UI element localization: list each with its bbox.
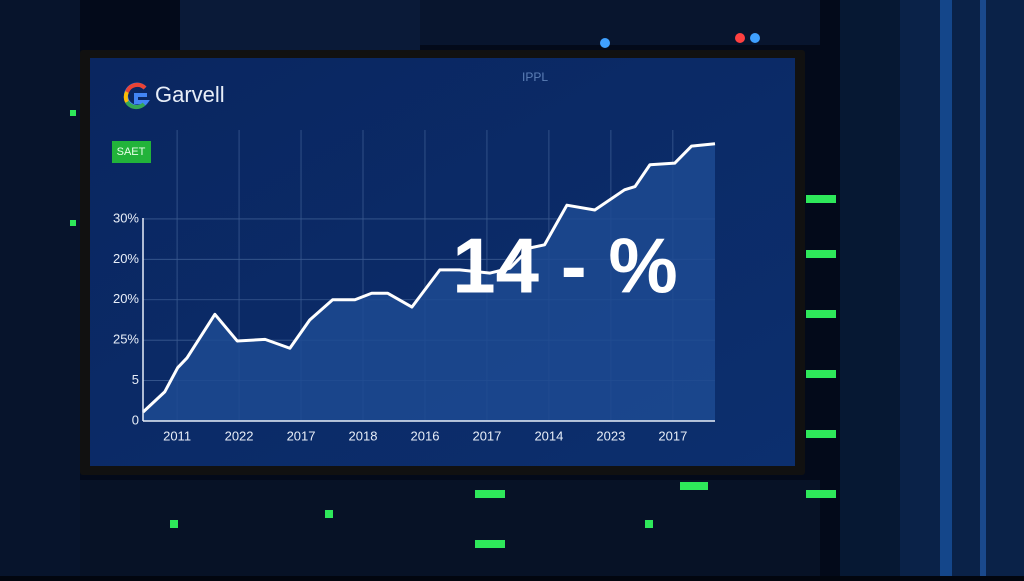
x-tick-label: 2017 bbox=[287, 428, 316, 443]
plot: 0 5 25% 20% 20% 30% 2011 2022 2017 2018 2016 2017 20… bbox=[113, 130, 716, 443]
annotation: 14 - % bbox=[452, 222, 677, 310]
y-tick-label: 30% bbox=[113, 210, 139, 225]
brand: Garvell bbox=[155, 82, 225, 107]
y-tick-label: 5 bbox=[132, 372, 139, 387]
x-tick-label: 2016 bbox=[411, 428, 440, 443]
badge-bg bbox=[112, 141, 151, 163]
x-tick-label: 2011 bbox=[163, 428, 191, 443]
x-tick-label: 2023 bbox=[596, 428, 625, 443]
area bbox=[143, 143, 715, 421]
x-tick-label: 2017 bbox=[472, 428, 501, 443]
y-tick-label: 20% bbox=[113, 251, 139, 266]
logo-icon bbox=[123, 82, 150, 110]
x-tick-label: 2017 bbox=[658, 428, 687, 443]
x-tick-label: 2018 bbox=[349, 428, 378, 443]
y-tick-label: 25% bbox=[113, 332, 139, 347]
line bbox=[141, 142, 716, 414]
faint-label: IPPL bbox=[522, 70, 548, 84]
x-tick-label: 2014 bbox=[534, 428, 563, 443]
y-tick-label: 20% bbox=[113, 291, 139, 306]
badge: SAET bbox=[117, 146, 146, 158]
y-tick-label: 0 bbox=[132, 412, 139, 427]
x-tick-label: 2022 bbox=[225, 428, 254, 443]
